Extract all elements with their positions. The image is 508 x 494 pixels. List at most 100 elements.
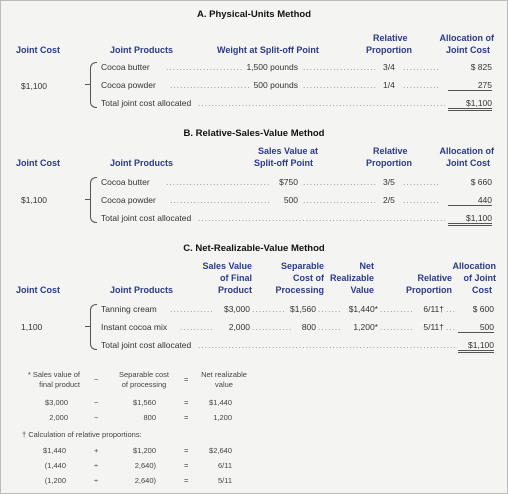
a-total-label: Total joint cost allocated	[101, 98, 192, 108]
b-total-value: $1,100	[448, 213, 492, 226]
a-header-joint-products: Joint Products	[110, 45, 174, 55]
b-row1-product: Cocoa butter	[101, 177, 150, 187]
fn-star-r1-c: $1,440	[209, 398, 232, 407]
fn-dagger-r1-c: $2,640	[209, 446, 232, 455]
section-b-title: B. Relative-Sales-Value Method	[183, 128, 325, 139]
fn-star-r2-a: 2,000	[49, 413, 68, 422]
c-header-sales-l1: Sales Value	[202, 261, 252, 271]
fn-star-c2b: of processing	[121, 380, 167, 389]
a-header-joint-cost2: Joint Cost	[446, 45, 490, 55]
c-header-allocation-l3: Cost	[472, 285, 492, 295]
c-brace	[90, 304, 97, 350]
c-row1-nrv: $1,440*	[348, 304, 378, 314]
b-header-sales-value: Sales Value at	[258, 146, 319, 156]
c-row2-proportion: 5/11†	[423, 322, 444, 332]
c-row1-leader3: .......	[318, 304, 340, 314]
c-total-label: Total joint cost allocated	[101, 340, 192, 350]
b-row2-leader: ..................................	[170, 195, 270, 205]
c-header-joint-cost: Joint Cost	[16, 285, 60, 295]
b-row2-proportion: 2/5	[383, 195, 395, 205]
c-row1-leader: ..............	[170, 304, 212, 314]
fn-star-r1-op: −	[94, 398, 99, 407]
a-row2-allocation: 275	[448, 80, 492, 91]
b-row2-product: Cocoa powder	[101, 195, 156, 205]
b-header-split-off: Split-off Point	[254, 158, 313, 168]
c-row2-allocation: 500	[458, 322, 494, 333]
fn-dagger-r1-b: $1,200	[133, 446, 156, 455]
c-row1-sales: $3,000	[224, 304, 250, 314]
c-header-separable-l1: Separable	[280, 261, 324, 271]
fn-dagger-r3-op: ÷	[94, 476, 99, 485]
a-row2-measure: 500 pounds	[253, 80, 298, 90]
c-row1-proportion: 6/11†	[423, 304, 444, 314]
b-row2-allocation: 440	[448, 195, 492, 206]
c-row2-leader: ..........	[180, 322, 212, 332]
fn-star-r1-a: $3,000	[45, 398, 68, 407]
b-row1-leader2: .........................	[303, 177, 377, 187]
a-joint-cost-value: $1,100	[21, 81, 47, 91]
a-row1-leader2: .........................	[303, 62, 377, 72]
b-header-allocation: Allocation of	[439, 146, 495, 156]
a-header-relative: Relative	[373, 33, 408, 43]
a-row2-leader2: .........................	[303, 80, 377, 90]
a-row2-leader3: ...........	[403, 80, 440, 90]
fn-dagger-r2-a: (1,440	[44, 461, 66, 470]
b-brace	[90, 177, 97, 223]
a-total-leader: ........................................…	[198, 98, 446, 108]
section-a-title: A. Physical-Units Method	[196, 9, 311, 20]
a-brace	[90, 62, 97, 108]
c-header-separable-l2: Cost of	[293, 273, 324, 283]
fn-dagger-r1-eq: =	[184, 446, 189, 455]
fn-dagger-r2-c: 6/11	[217, 461, 232, 470]
a-row1-proportion: 3/4	[383, 62, 395, 72]
b-row1-allocation: $ 660	[470, 177, 492, 187]
c-row2-product: Instant cocoa mix	[101, 322, 168, 332]
c-header-sales-l2: of Final	[220, 273, 252, 283]
a-row1-measure: 1,500 pounds	[246, 62, 298, 72]
c-total-leader: ........................................…	[198, 340, 458, 350]
c-row1-leader2: ..........	[252, 304, 284, 314]
c-row2-leader2: ............	[252, 322, 292, 332]
b-header-joint-products: Joint Products	[110, 158, 174, 168]
a-row1-leader3: ...........	[403, 62, 440, 72]
a-row1-leader: .........................	[166, 62, 242, 72]
b-brace-tip	[85, 199, 90, 200]
a-total-value: $1,100	[448, 98, 492, 111]
b-row1-measure: $750	[279, 177, 298, 187]
a-header-proportion: Proportion	[366, 45, 412, 55]
fn-dagger-r2-eq: =	[184, 461, 189, 470]
a-row2-leader: .........................	[170, 80, 250, 90]
fn-star-c1b: final product	[39, 380, 80, 389]
b-row2-measure: 500	[283, 195, 298, 205]
c-header-net-l3: Value	[350, 285, 374, 295]
a-header-allocation: Allocation of	[439, 33, 495, 43]
fn-dagger-r3-a: (1,200	[44, 476, 66, 485]
b-total-leader: ........................................…	[198, 213, 446, 223]
c-header-relative-l2: Proportion	[406, 285, 452, 295]
fn-star-c3b: value	[215, 380, 233, 389]
c-header-relative-l1: Relative	[417, 273, 452, 283]
fn-star-r2-c: 1,200	[213, 413, 232, 422]
b-joint-cost-value: $1,100	[21, 195, 47, 205]
a-row1-product: Cocoa butter	[101, 62, 150, 72]
a-header-weight: Weight at Split-off Point	[217, 45, 319, 55]
a-row2-proportion: 1/4	[383, 80, 395, 90]
c-row2-separable: 800	[301, 322, 316, 332]
a-row2-product: Cocoa powder	[101, 80, 156, 90]
fn-star-c3a: Net realizable	[201, 370, 247, 379]
fn-dagger-title: † Calculation of relative proportions:	[22, 430, 142, 439]
fn-star-r2-eq: =	[184, 413, 189, 422]
c-joint-cost-value: 1,100	[21, 322, 43, 332]
c-brace-tip	[85, 326, 90, 327]
fn-dagger-r2-b: 2,640)	[134, 461, 156, 470]
c-row1-product: Tanning cream	[101, 304, 157, 314]
fn-star-r2-b: 800	[143, 413, 156, 422]
c-header-sales-l3: Product	[217, 285, 252, 295]
fn-star-c1a: * Sales value of	[27, 370, 80, 379]
fn-dagger-r3-eq: =	[184, 476, 189, 485]
fn-dagger-r1-op: +	[94, 446, 99, 455]
c-header-separable-l3: Processing	[275, 285, 324, 295]
c-row1-allocation: $ 600	[472, 304, 494, 314]
c-header-net-l1: Net	[359, 261, 374, 271]
a-row1-allocation: $ 825	[470, 62, 492, 72]
